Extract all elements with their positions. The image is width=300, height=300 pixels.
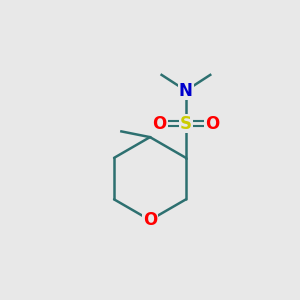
Text: S: S — [180, 115, 192, 133]
Text: O: O — [152, 115, 167, 133]
Text: N: N — [179, 82, 193, 100]
Text: O: O — [205, 115, 219, 133]
Text: O: O — [143, 211, 157, 229]
